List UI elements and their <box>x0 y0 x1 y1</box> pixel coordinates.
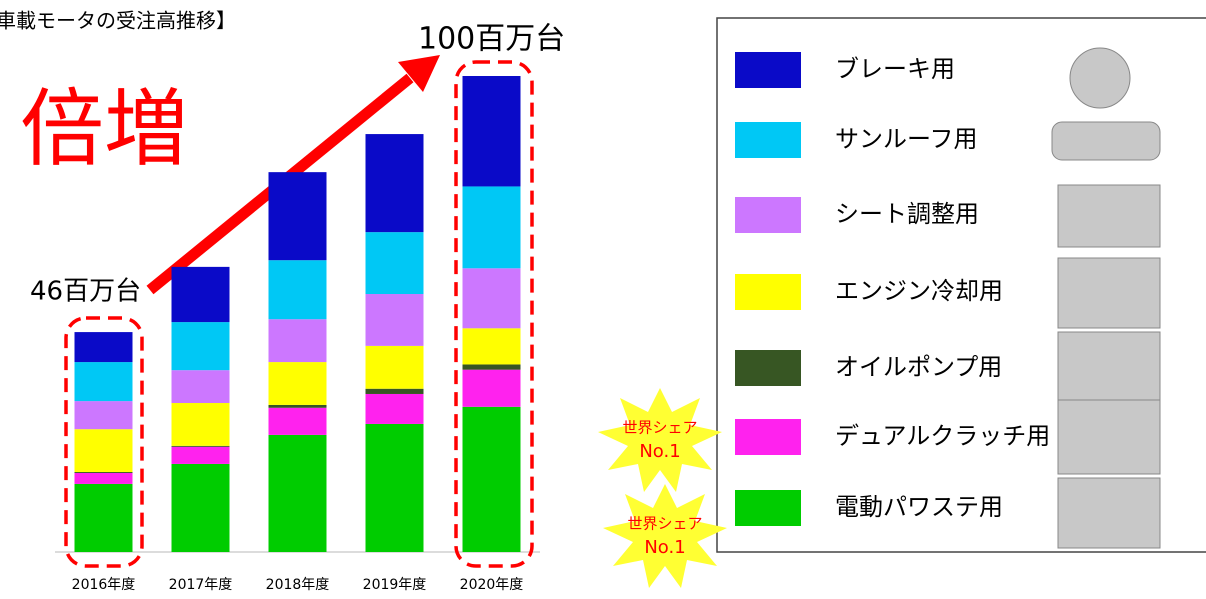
bar-segment <box>462 369 521 407</box>
x-tick-label: 2019年度 <box>363 577 427 593</box>
product-images <box>1051 47 1161 549</box>
bar-segment <box>171 463 230 552</box>
legend-label: エンジン冷却用 <box>835 277 1003 305</box>
product-image <box>1057 257 1161 329</box>
bar-segment <box>462 186 521 269</box>
legend-label: デュアルクラッチ用 <box>835 422 1050 450</box>
bar-segment <box>74 429 133 473</box>
legend-label: シート調整用 <box>835 200 979 228</box>
badge-text: No.1 <box>644 537 685 558</box>
bar-segment <box>268 404 327 408</box>
legend-label: オイルポンプ用 <box>835 353 1002 381</box>
bar-segment <box>365 345 424 389</box>
badge-star <box>603 484 727 588</box>
bar-segment <box>268 172 327 261</box>
x-tick-label: 2017年度 <box>169 577 233 593</box>
legend-swatch <box>735 197 801 233</box>
bar-segment <box>74 332 133 363</box>
bar-segment <box>268 407 327 435</box>
bar-segment <box>268 319 327 363</box>
x-tick-label: 2018年度 <box>266 577 330 593</box>
legend-swatch <box>735 122 801 158</box>
bar-segment <box>171 446 230 464</box>
product-image <box>1057 399 1161 475</box>
bar-segment <box>268 260 327 320</box>
bar-segment <box>365 134 424 233</box>
product-image <box>1051 121 1161 161</box>
bar-segment <box>74 472 133 473</box>
bar-segment <box>365 393 424 424</box>
product-image <box>1069 47 1131 109</box>
bar-segment <box>74 472 133 484</box>
bar-segment <box>462 76 521 187</box>
legend-swatch <box>735 350 801 386</box>
legend-swatch <box>735 490 801 526</box>
product-image <box>1057 477 1161 549</box>
product-image <box>1057 184 1161 248</box>
legend-label: サンルーフ用 <box>835 125 978 153</box>
arrow-head <box>398 55 440 92</box>
bar-segment <box>462 406 521 552</box>
bar-segment <box>171 370 230 404</box>
bar-segment <box>171 445 230 447</box>
legend-swatch <box>735 274 801 310</box>
headline: 倍増 <box>20 80 188 178</box>
bar-segment <box>462 328 521 365</box>
bar-segment <box>365 294 424 346</box>
highlight-box <box>454 60 534 568</box>
bar-segment <box>171 403 230 446</box>
badge-text: 世界シェア <box>627 515 702 533</box>
bar-segment <box>365 423 424 552</box>
legend-swatch <box>735 52 801 88</box>
start-label: 46百万台 <box>30 277 141 307</box>
badge-text: 世界シェア <box>622 419 697 437</box>
bar-segment <box>365 232 424 295</box>
bar-segment <box>462 268 521 329</box>
bar-segment <box>462 364 521 370</box>
x-tick-label: 2016年度 <box>72 577 136 593</box>
bar-segment <box>171 322 230 371</box>
badge-text: No.1 <box>639 441 680 462</box>
x-tick-label: 2020年度 <box>460 577 524 593</box>
chart-title: 車載モータの受注高推移】 <box>0 9 236 33</box>
bar-segment <box>171 266 230 323</box>
product-image <box>1057 331 1161 401</box>
legend-swatch <box>735 419 801 455</box>
bar-segment <box>268 434 327 552</box>
badge-star <box>598 388 722 492</box>
bar-segment <box>268 362 327 405</box>
bar-segment <box>74 362 133 402</box>
legend-label: 電動パワステ用 <box>835 493 1003 521</box>
legend-label: ブレーキ用 <box>835 55 955 83</box>
bar-segment <box>74 401 133 430</box>
bar-segment <box>365 388 424 394</box>
bar-segment <box>74 483 133 552</box>
end-label: 100百万台 <box>418 22 565 57</box>
